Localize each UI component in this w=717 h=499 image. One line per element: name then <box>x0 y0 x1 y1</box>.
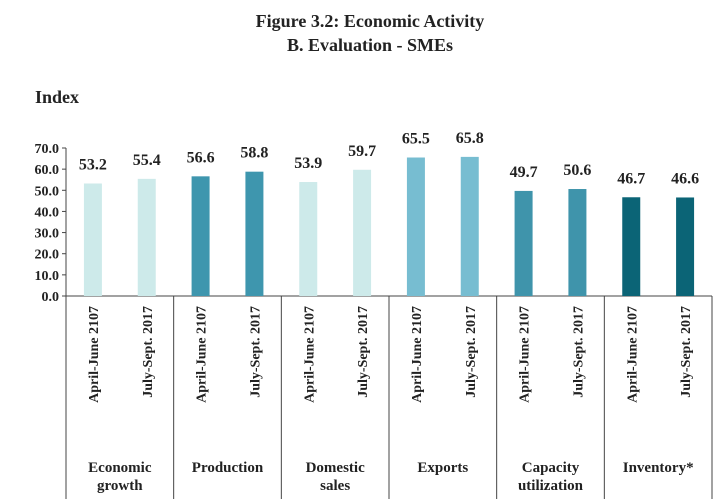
group-label: Economic growth <box>88 460 152 494</box>
bar <box>83 183 102 296</box>
group-label-box: Economic growth <box>88 460 152 494</box>
y-tick-label: 10.0 <box>35 269 60 284</box>
bar <box>676 197 695 296</box>
data-label: 46.6 <box>671 170 699 187</box>
data-label: 59.7 <box>348 143 376 160</box>
group-label: Domestic sales <box>305 460 365 494</box>
bar <box>299 182 318 296</box>
x-tick-label: July-Sept. 2017 <box>248 306 263 398</box>
bar <box>245 171 264 296</box>
bar <box>460 156 479 296</box>
x-tick-label: April-June 2107 <box>87 306 102 403</box>
bar <box>406 157 425 296</box>
x-tick-label: July-Sept. 2017 <box>356 306 371 398</box>
data-label: 50.6 <box>563 162 591 179</box>
bar <box>514 190 533 296</box>
x-tick-label: July-Sept. 2017 <box>141 306 156 398</box>
group-label-box: Exports <box>417 460 469 476</box>
y-tick-label: 40.0 <box>35 205 60 220</box>
group-label-box: Domestic sales <box>305 460 365 494</box>
group-label: Inventory* <box>622 460 694 476</box>
group-label: Capacity utilization <box>517 460 583 494</box>
data-label: 65.5 <box>402 131 430 148</box>
data-label: 58.8 <box>240 145 268 162</box>
group-label-box: Capacity utilization <box>517 460 583 494</box>
data-label: 55.4 <box>133 152 161 169</box>
group-label-box: Production <box>191 460 264 476</box>
chart-title: Figure 3.2: Economic Activity <box>256 11 485 31</box>
y-tick-label: 60.0 <box>35 163 60 178</box>
x-tick-label: April-June 2107 <box>302 306 317 403</box>
chart-subtitle: B. Evaluation - SMEs <box>287 35 453 55</box>
x-tick-label: April-June 2107 <box>195 306 210 403</box>
y-tick-label: 30.0 <box>35 227 60 242</box>
data-label: 49.7 <box>510 164 538 181</box>
data-label: 46.7 <box>617 170 645 187</box>
x-tick-label: July-Sept. 2017 <box>571 306 586 398</box>
bar <box>137 178 156 296</box>
data-label: 56.6 <box>187 149 215 166</box>
data-label: 53.9 <box>294 155 322 172</box>
y-tick-label: 20.0 <box>35 248 60 263</box>
y-axis-label: Index <box>35 87 79 107</box>
x-tick-label: April-June 2107 <box>518 306 533 403</box>
bar <box>568 189 587 296</box>
group-label: Production <box>191 460 264 476</box>
bar <box>353 169 372 296</box>
y-tick-label: 0.0 <box>42 290 60 305</box>
bar <box>191 176 210 296</box>
x-tick-label: April-June 2107 <box>410 306 425 403</box>
x-tick-label: April-June 2107 <box>625 306 640 403</box>
y-tick-label: 50.0 <box>35 184 60 199</box>
data-label: 65.8 <box>456 130 484 147</box>
group-label-box: Inventory* <box>622 460 694 476</box>
bar <box>622 197 641 296</box>
y-tick-label: 70.0 <box>35 142 60 157</box>
data-label: 53.2 <box>79 157 107 174</box>
group-label: Exports <box>417 460 469 476</box>
x-tick-label: July-Sept. 2017 <box>464 306 479 398</box>
x-tick-label: July-Sept. 2017 <box>679 306 694 398</box>
